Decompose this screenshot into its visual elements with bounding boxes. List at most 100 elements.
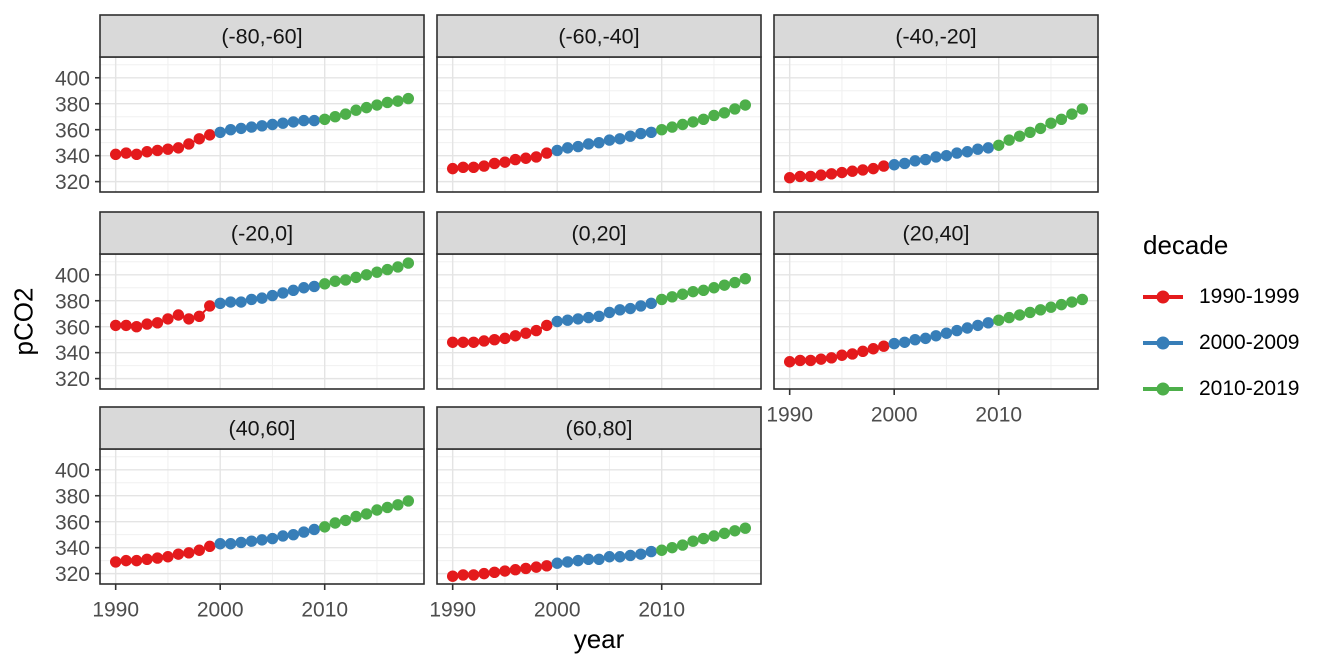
data-point	[360, 101, 373, 114]
data-point	[360, 508, 373, 520]
data-point	[1045, 117, 1057, 129]
data-point	[645, 545, 657, 558]
data-point	[718, 279, 731, 291]
data-point	[402, 495, 415, 507]
data-point	[551, 144, 563, 157]
data-point	[1003, 311, 1015, 324]
y-tick-label: 400	[55, 264, 90, 287]
data-point	[697, 532, 710, 545]
y-tick-label: 360	[55, 511, 90, 534]
data-point	[972, 143, 984, 155]
facet-strip	[99, 211, 425, 255]
facet-strip-label: (-20,0]	[231, 222, 293, 246]
data-point	[878, 340, 890, 352]
data-point	[308, 114, 320, 127]
data-point	[298, 282, 310, 294]
data-point	[204, 129, 216, 141]
data-point	[804, 354, 817, 367]
facet-strip	[436, 406, 762, 450]
data-point	[708, 282, 720, 294]
data-point	[676, 539, 689, 551]
data-point	[541, 147, 553, 159]
legend-key-icon	[1143, 335, 1183, 350]
legend-key-dot	[1156, 290, 1170, 303]
x-tick-label: 2000	[871, 404, 918, 427]
data-point	[551, 315, 563, 328]
data-point	[224, 296, 237, 308]
data-point	[656, 123, 668, 136]
data-point	[214, 297, 226, 310]
data-point	[815, 353, 827, 365]
data-point	[1076, 293, 1089, 306]
facet-strip	[436, 211, 762, 255]
data-point	[402, 257, 415, 269]
y-tick-label: 340	[55, 145, 90, 168]
data-point	[371, 504, 383, 516]
data-point	[457, 569, 469, 581]
data-point	[951, 324, 963, 337]
x-tick-label: 2010	[975, 404, 1022, 427]
data-point	[339, 274, 352, 286]
facet-strip-label: (-40,-20]	[895, 25, 976, 49]
data-point	[339, 108, 352, 120]
data-point	[1034, 122, 1047, 135]
y-tick-label: 360	[55, 119, 90, 142]
data-point	[857, 345, 869, 358]
legend-entry: 2010-2019	[1143, 377, 1299, 400]
panel-background	[437, 57, 761, 192]
data-point	[1055, 298, 1068, 311]
data-point	[867, 162, 879, 175]
data-point	[783, 356, 796, 368]
data-point	[277, 117, 289, 129]
data-point	[287, 116, 300, 128]
data-point	[1034, 304, 1047, 316]
data-point	[603, 134, 616, 146]
legend-entry: 2000-2009	[1143, 331, 1299, 354]
data-point	[371, 266, 383, 278]
data-point	[982, 142, 994, 154]
data-point	[541, 560, 553, 572]
data-point	[151, 317, 164, 329]
data-point	[224, 123, 237, 136]
data-point	[235, 122, 247, 135]
y-tick-label: 380	[55, 485, 90, 508]
data-point	[120, 147, 132, 159]
data-point	[329, 111, 341, 123]
data-point	[488, 333, 501, 346]
data-point	[287, 528, 300, 541]
data-point	[635, 300, 647, 312]
data-point	[561, 314, 574, 326]
data-point	[162, 313, 174, 325]
data-point	[381, 263, 394, 276]
data-point	[909, 155, 921, 167]
x-tick-label: 1990	[429, 599, 476, 622]
data-point	[1066, 296, 1078, 308]
data-point	[109, 148, 122, 161]
data-point	[635, 548, 647, 560]
facet-strip	[773, 211, 1099, 255]
data-point	[319, 278, 331, 290]
data-point	[478, 567, 490, 580]
data-point	[919, 153, 932, 166]
y-tick-label: 340	[55, 342, 90, 365]
data-point	[530, 324, 542, 337]
x-tick-label: 1990	[766, 404, 813, 427]
legend-key-dot	[1156, 336, 1170, 349]
data-point	[836, 349, 848, 361]
data-point	[961, 146, 974, 158]
data-point	[329, 517, 341, 529]
data-point	[371, 99, 383, 111]
data-point	[898, 336, 911, 348]
data-point	[109, 319, 122, 332]
data-point	[499, 332, 511, 345]
data-point	[930, 330, 942, 342]
data-point	[520, 327, 532, 339]
data-point	[551, 557, 563, 569]
data-point	[603, 551, 616, 563]
data-point	[298, 526, 310, 538]
y-tick-label: 400	[55, 67, 90, 90]
data-point	[392, 261, 404, 273]
data-point	[193, 544, 205, 556]
x-tick-label: 2010	[301, 599, 348, 622]
